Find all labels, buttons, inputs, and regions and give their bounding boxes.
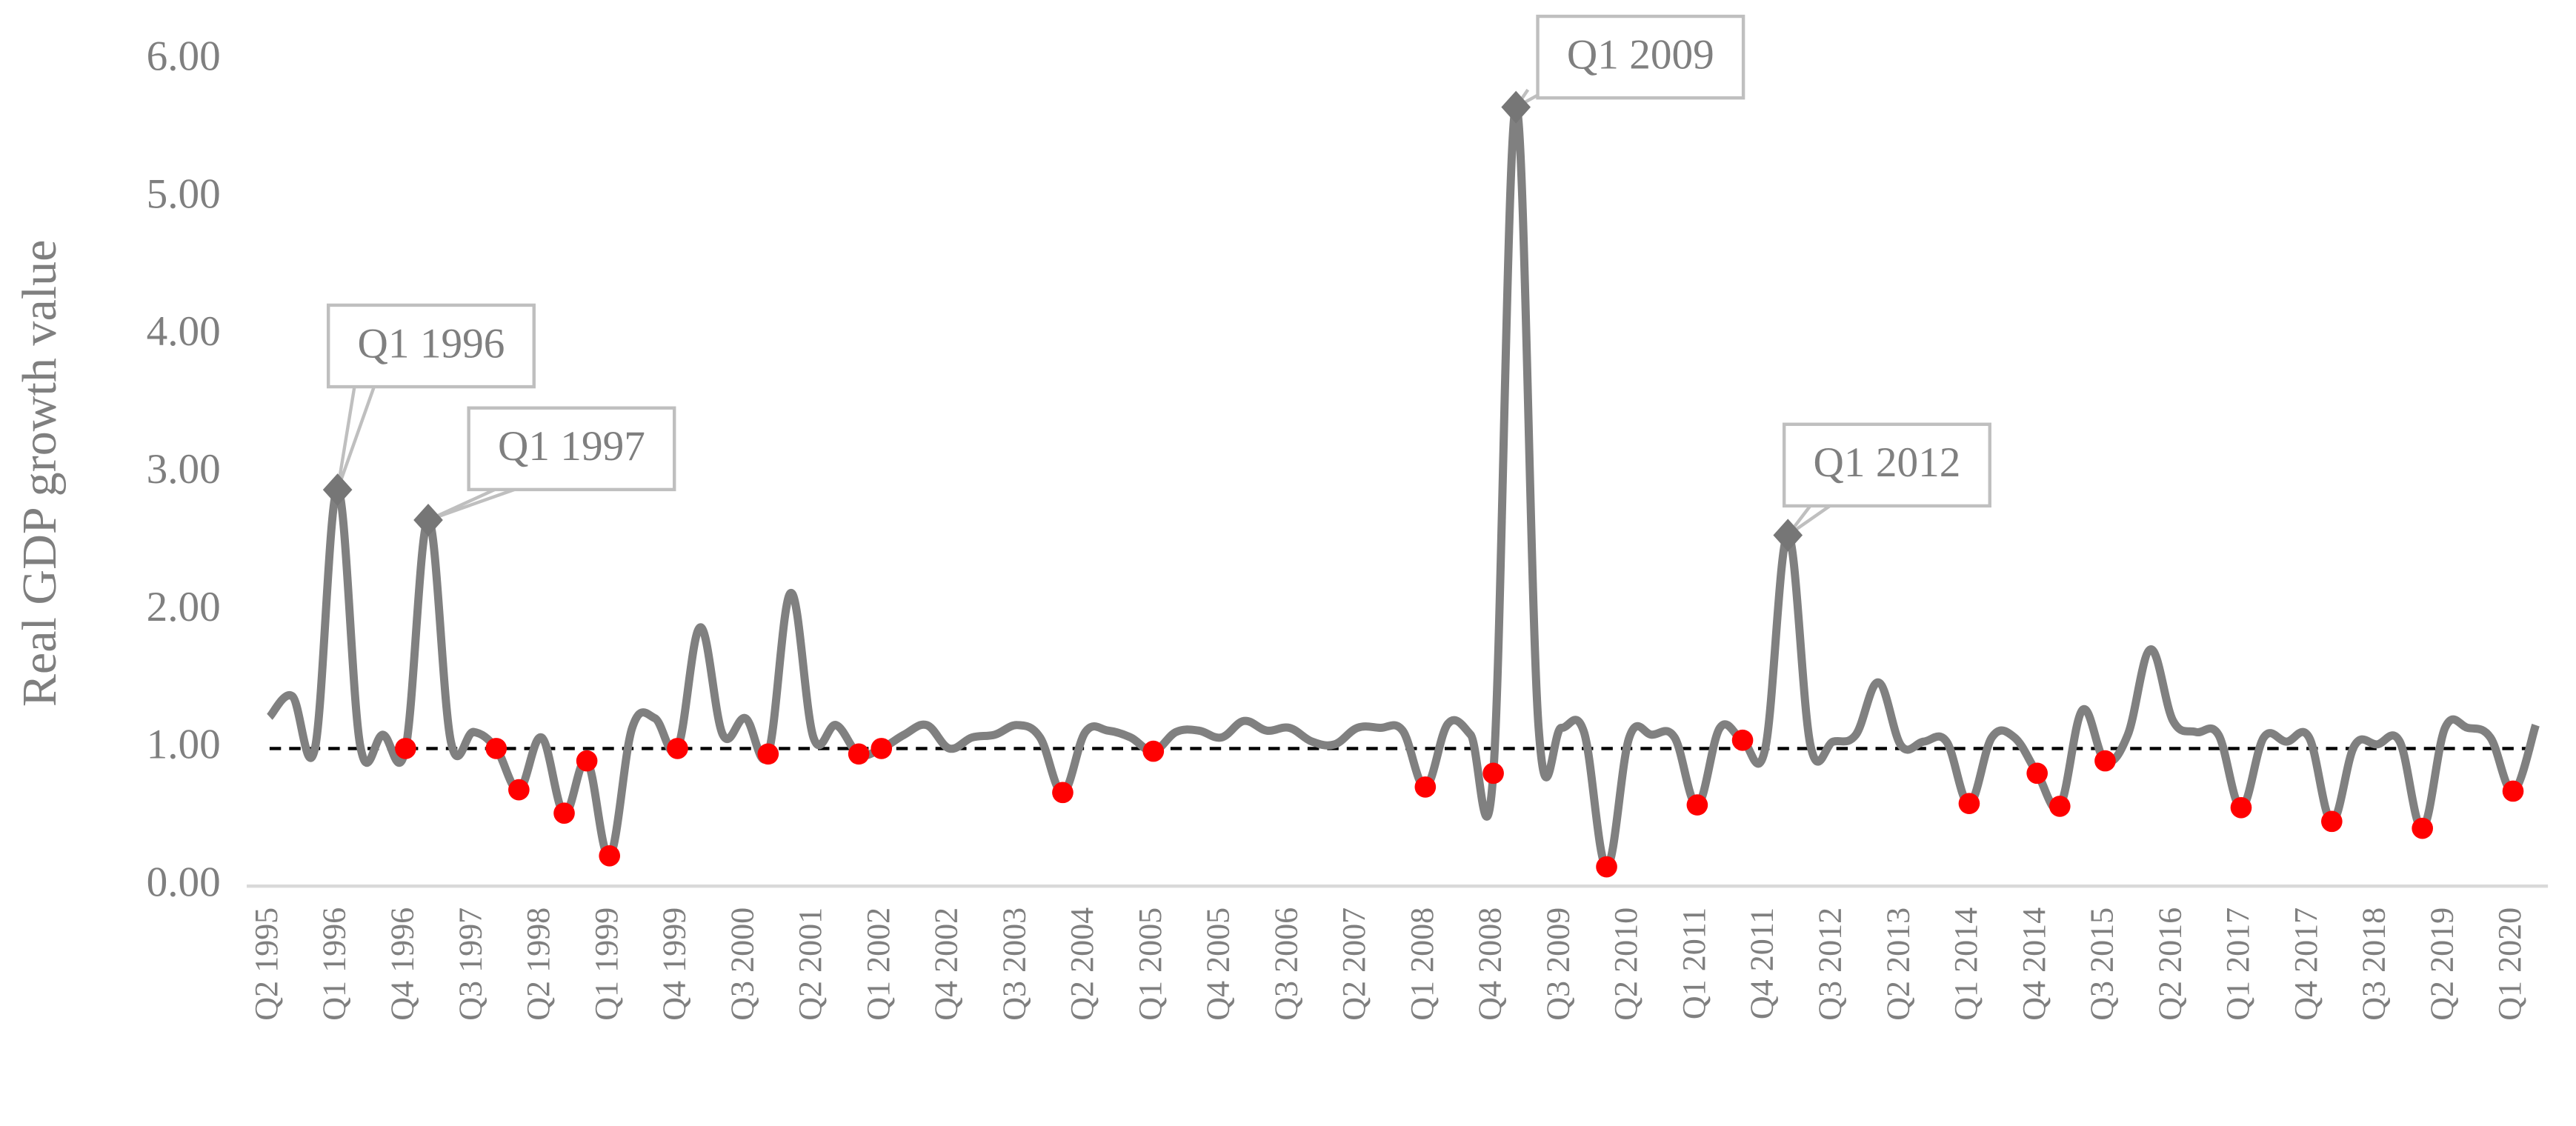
- x-tick-label: Q4 1999: [656, 907, 693, 1021]
- x-tick-label: Q2 2004: [1064, 907, 1100, 1021]
- x-tick-label: Q2 1995: [248, 907, 284, 1021]
- x-tick-label: Q4 2017: [2288, 907, 2324, 1021]
- x-tick-label: Q1 2005: [1132, 907, 1168, 1021]
- point-marker: [1731, 729, 1754, 751]
- x-tick-label: Q2 2010: [1608, 907, 1644, 1021]
- point-marker: [553, 802, 575, 824]
- point-marker: [2094, 750, 2116, 772]
- x-tick-label: Q1 2002: [860, 907, 896, 1021]
- y-tick-label: 1.00: [147, 722, 221, 768]
- y-tick-label: 2.00: [147, 584, 221, 630]
- x-tick-label: Q4 1996: [385, 907, 421, 1021]
- callout-box: [1782, 422, 1991, 508]
- point-marker: [2502, 780, 2524, 802]
- x-tick-label: Q3 1997: [452, 907, 488, 1021]
- annotated-point: [413, 503, 443, 537]
- point-marker: [1142, 740, 1165, 762]
- x-tick-label: Q1 2011: [1676, 907, 1712, 1019]
- x-tick-label: Q1 1999: [588, 907, 625, 1021]
- point-marker: [576, 750, 598, 772]
- y-tick-label: 5.00: [147, 170, 221, 217]
- x-tick-label: Q2 1998: [520, 907, 556, 1021]
- x-tick-label: Q2 2013: [1880, 907, 1916, 1021]
- callout-label: Q1 2012: [1814, 439, 1961, 486]
- x-tick-label: Q2 2007: [1336, 907, 1372, 1021]
- x-tick-label: Q4 2014: [2016, 907, 2052, 1021]
- point-marker: [2049, 796, 2071, 817]
- annotated-point: [1773, 519, 1803, 552]
- x-tick-label: Q1 2014: [1948, 907, 1984, 1021]
- x-tick-label: Q2 2001: [792, 907, 828, 1021]
- x-tick-label: Q3 2003: [996, 907, 1032, 1021]
- point-marker: [1686, 794, 1708, 816]
- point-marker: [485, 738, 507, 759]
- x-tick-label: Q4 2002: [928, 907, 965, 1021]
- x-tick-label: Q1 2008: [1404, 907, 1440, 1021]
- x-tick-label: Q3 2018: [2356, 907, 2392, 1021]
- x-tick-label: Q1 1996: [316, 907, 353, 1021]
- x-tick-label: Q2 2016: [2151, 907, 2188, 1021]
- callout-label: Q1 1996: [358, 320, 505, 367]
- callout-pointer: [336, 386, 376, 490]
- callout-box: [1536, 14, 1745, 100]
- annotated-point: [1501, 90, 1531, 124]
- x-tick-label: Q1 2020: [2492, 907, 2528, 1021]
- point-marker: [1482, 762, 1504, 784]
- point-marker: [1596, 856, 1617, 878]
- callout-label: Q1 1997: [498, 423, 645, 470]
- point-marker: [1052, 782, 1074, 804]
- point-marker: [599, 844, 621, 867]
- annotated-point: [322, 473, 353, 507]
- callout-box: [326, 303, 536, 389]
- x-tick-label: Q1 2017: [2220, 907, 2256, 1021]
- y-tick-label: 0.00: [147, 859, 221, 905]
- point-marker: [395, 738, 416, 759]
- x-tick-label: Q3 2000: [724, 907, 760, 1021]
- point-marker: [2230, 796, 2252, 819]
- callout-pointer: [427, 487, 516, 522]
- point-marker: [871, 738, 893, 759]
- point-marker: [757, 743, 779, 765]
- x-tick-label: Q2 2019: [2423, 907, 2460, 1021]
- point-marker: [848, 743, 870, 765]
- point-marker: [1958, 793, 1980, 815]
- x-tick-label: Q3 2006: [1268, 907, 1304, 1021]
- point-marker: [2412, 817, 2433, 839]
- callout-label: Q1 2009: [1567, 31, 1714, 78]
- x-tick-label: Q4 2011: [1744, 907, 1780, 1019]
- point-marker: [2321, 810, 2343, 833]
- callout-box: [467, 406, 676, 492]
- y-tick-label: 4.00: [147, 308, 221, 355]
- point-marker: [1414, 776, 1437, 798]
- x-tick-label: Q4 2008: [1472, 907, 1508, 1021]
- y-tick-label: 6.00: [147, 33, 221, 80]
- x-tick-label: Q3 2015: [2084, 907, 2120, 1021]
- y-tick-label: 3.00: [147, 446, 221, 493]
- series-line: [266, 103, 2540, 871]
- point-marker: [667, 738, 688, 759]
- x-tick-label: Q3 2009: [1540, 907, 1576, 1021]
- point-marker: [2026, 762, 2049, 784]
- x-tick-label: Q3 2012: [1812, 907, 1848, 1021]
- y-axis-label: Real GDP growth value: [13, 239, 67, 707]
- x-tick-label: Q4 2005: [1200, 907, 1237, 1021]
- point-marker: [508, 779, 530, 801]
